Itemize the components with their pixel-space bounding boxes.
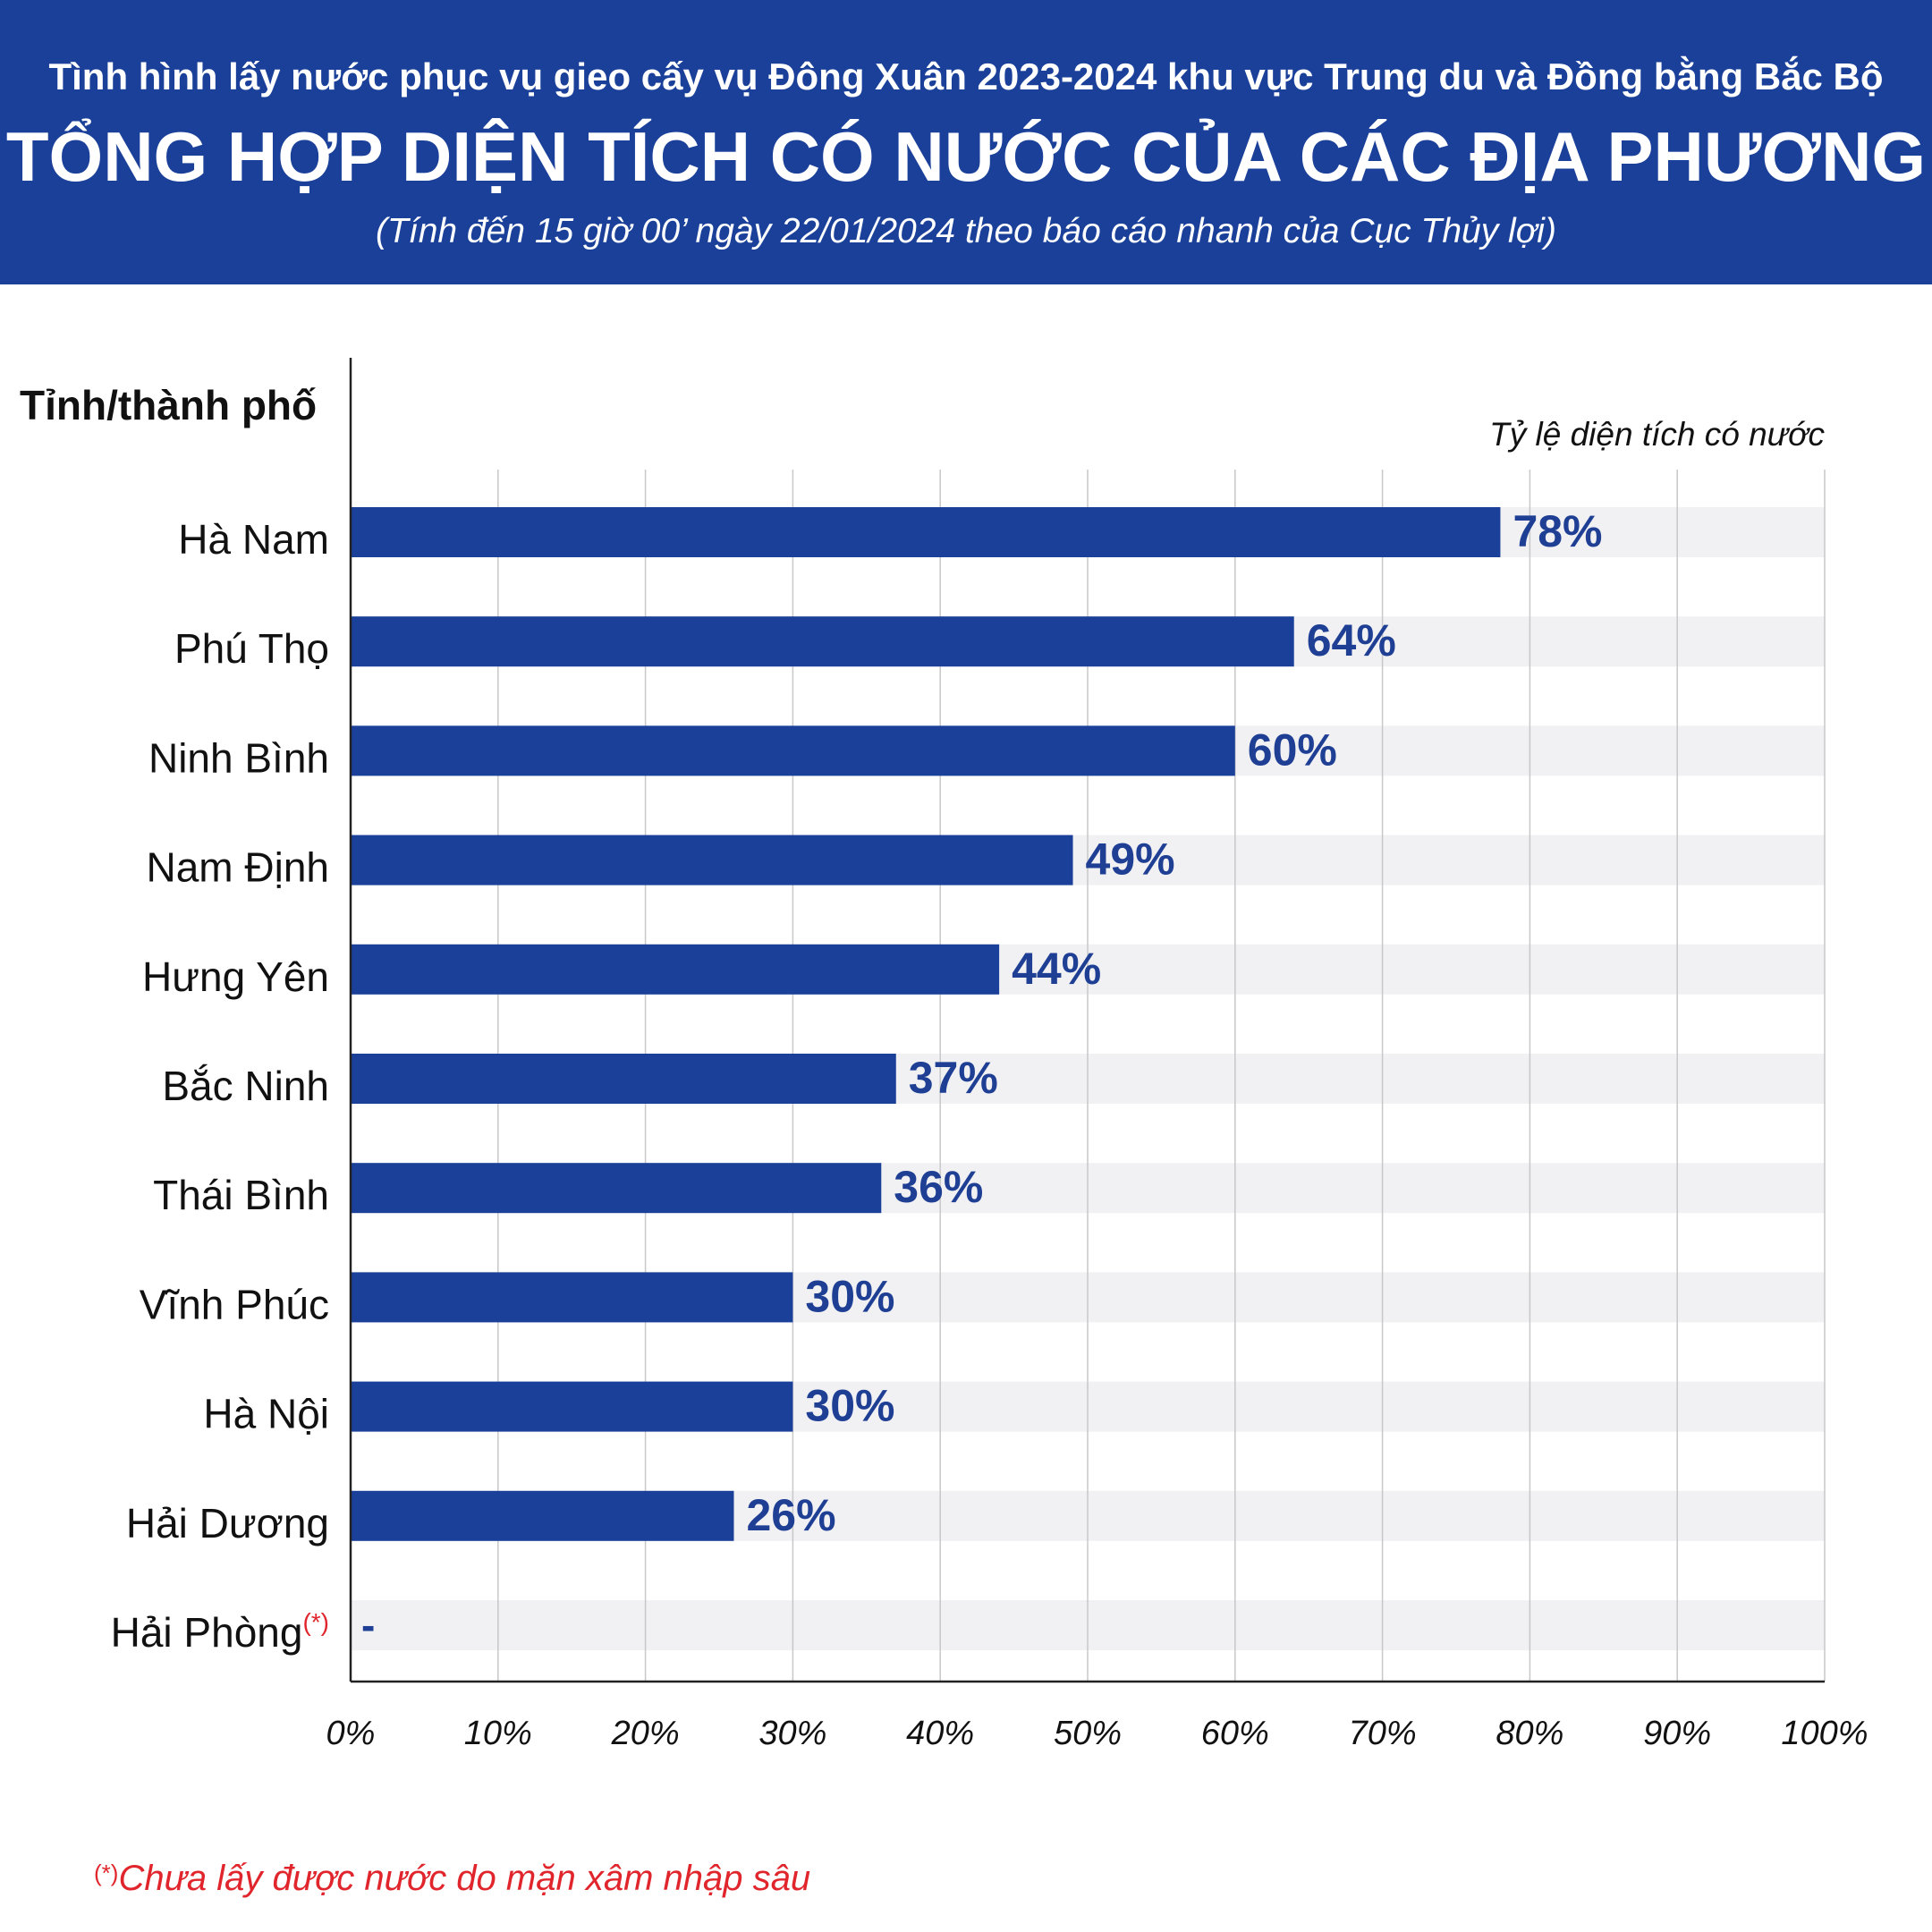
data-label: 36%: [894, 1162, 983, 1212]
x-tick-label: 40%: [906, 1715, 974, 1752]
chart-title: TỔNG HỢP DIỆN TÍCH CÓ NƯỚC CỦA CÁC ĐỊA P…: [5, 117, 1927, 196]
data-label: 60%: [1248, 724, 1337, 775]
x-tick-label: 80%: [1496, 1715, 1563, 1752]
footnote: (*)Chưa lấy được nước do mặn xâm nhập sâ…: [94, 1853, 1167, 1903]
x-tick-label: 10%: [464, 1715, 532, 1752]
row-band: [351, 1054, 1825, 1104]
data-label: 37%: [909, 1053, 998, 1103]
category-label: Ninh Bình: [148, 734, 329, 781]
chart-note: (Tính đến 15 giờ 00’ ngày 22/01/2024 the…: [376, 212, 1556, 250]
bar: [351, 1490, 734, 1541]
category-label: Bắc Ninh: [162, 1063, 329, 1109]
bar: [351, 1163, 882, 1214]
header-banner: Tình hình lấy nước phục vụ gieo cấy vụ Đ…: [0, 0, 1932, 284]
row-band: [351, 944, 1825, 995]
x-tick-label: 50%: [1054, 1715, 1122, 1752]
data-label: 30%: [805, 1381, 894, 1431]
data-label: 49%: [1086, 835, 1175, 885]
row-band: [351, 1163, 1825, 1214]
row-band: [351, 616, 1825, 667]
bar: [351, 835, 1073, 886]
bar: [351, 507, 1501, 557]
bar: [351, 725, 1235, 776]
bar: [351, 1054, 896, 1104]
row-band: [351, 1490, 1825, 1541]
bar: [351, 1272, 793, 1323]
category-label: Phú Thọ: [174, 625, 329, 672]
bar: [351, 944, 1000, 995]
footnote-mark: (*): [94, 1860, 119, 1886]
x-tick-label: 60%: [1201, 1715, 1269, 1752]
category-label: Hà Nội: [203, 1391, 329, 1437]
category-label: Hà Nam: [178, 516, 329, 563]
row-band: [351, 1381, 1825, 1432]
bar: [351, 1381, 793, 1432]
data-label: 26%: [746, 1490, 835, 1540]
category-label: Hưng Yên: [142, 953, 329, 1000]
bar: [351, 616, 1294, 667]
data-label: 44%: [1012, 944, 1101, 994]
row-band: [351, 1272, 1825, 1323]
row-band: [351, 725, 1825, 776]
x-tick-label: 20%: [611, 1715, 680, 1752]
x-axis-title: Tỷ lệ diện tích có nước: [1489, 416, 1825, 453]
category-label: Nam Định: [146, 844, 329, 891]
data-label: -: [361, 1602, 375, 1648]
data-label: 30%: [805, 1271, 894, 1321]
row-band: [351, 835, 1825, 886]
y-axis-title: Tỉnh/thành phố: [20, 382, 318, 428]
data-label: 64%: [1307, 615, 1396, 665]
footnote-text: Chưa lấy được nước do mặn xâm nhập sâu: [118, 1859, 811, 1898]
x-tick-label: 100%: [1781, 1715, 1868, 1752]
row-band: [351, 1600, 1825, 1650]
chart-subtitle: Tình hình lấy nước phục vụ gieo cấy vụ Đ…: [48, 55, 1884, 97]
x-tick-label: 0%: [326, 1715, 376, 1752]
x-tick-label: 70%: [1349, 1715, 1417, 1752]
category-label: Thái Bình: [153, 1172, 329, 1218]
row-band: [351, 507, 1825, 557]
category-label: Hải Phòng(*): [111, 1608, 329, 1656]
category-label: Vĩnh Phúc: [140, 1281, 329, 1327]
data-label: 78%: [1513, 506, 1602, 556]
x-tick-label: 90%: [1643, 1715, 1711, 1752]
x-tick-label: 30%: [758, 1715, 826, 1752]
category-label: Hải Dương: [126, 1500, 329, 1546]
